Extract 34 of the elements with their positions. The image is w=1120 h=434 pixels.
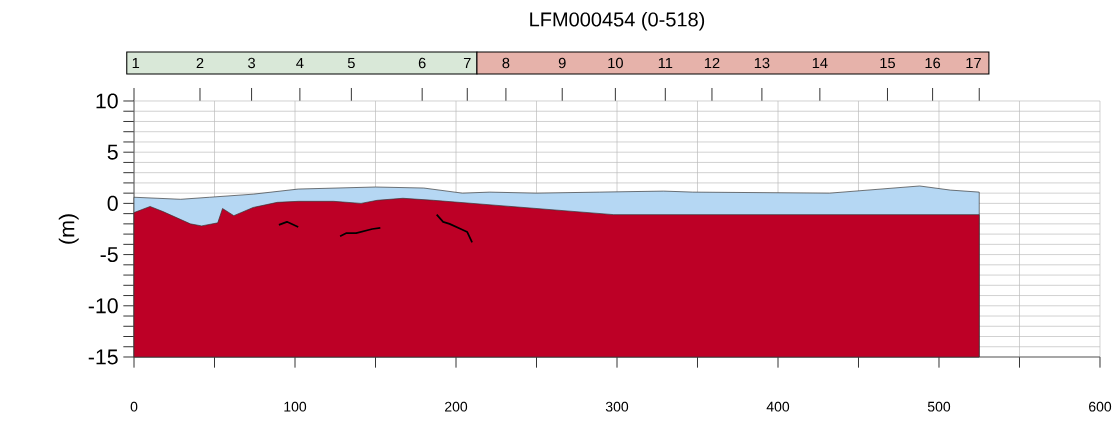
x-tick-label: 200 (445, 401, 468, 412)
y-tick-label: -5 (100, 247, 118, 263)
y-tick-label: -15 (88, 349, 118, 365)
y-tick-label: 0 (107, 195, 118, 211)
annotation: 3 (248, 57, 256, 69)
annotation: 16 (925, 57, 941, 69)
chart-title: LFM000454 (0-518) (530, 11, 705, 31)
x-tick-label: 300 (605, 401, 629, 412)
y-tick-label: 5 (107, 144, 118, 160)
annotation: 6 (418, 57, 426, 69)
y-tick-label: -10 (88, 298, 118, 314)
x-tick-label: 400 (766, 401, 790, 412)
annotation: 13 (754, 57, 770, 69)
annotation: 7 (463, 57, 471, 69)
annotation: 1 (132, 57, 140, 69)
x-tick-label: 500 (927, 401, 951, 412)
line-series (435, 213, 473, 244)
annotation: 5 (347, 57, 355, 69)
x-tick-label: 600 (1089, 401, 1112, 412)
y-tick-label: 10 (96, 93, 118, 109)
annotation: 14 (812, 57, 828, 69)
annotation: 15 (880, 57, 895, 69)
annotation: 11 (658, 57, 673, 69)
annotation: 2 (196, 57, 204, 69)
x-tick-label: 0 (130, 401, 138, 412)
annotation: 12 (704, 57, 720, 69)
annotation: 17 (966, 57, 981, 69)
annotation: 10 (608, 57, 623, 69)
annotation: 8 (502, 57, 510, 69)
x-tick-label: 100 (284, 401, 307, 412)
annotation: 9 (558, 57, 566, 69)
y-axis-title: (m) (58, 214, 79, 244)
annotation: 4 (296, 57, 304, 69)
line-series (339, 227, 382, 238)
